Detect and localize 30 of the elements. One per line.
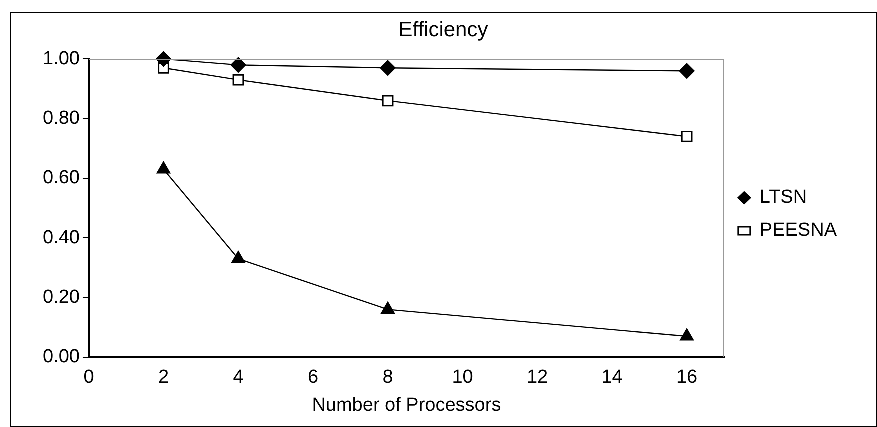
- x-tick-label: 14: [602, 367, 624, 388]
- y-tick-label: 0.80: [42, 108, 80, 130]
- chart-title: Efficiency: [398, 18, 489, 42]
- y-tick-label: 0.40: [42, 227, 80, 248]
- y-tick-label: 0.00: [42, 346, 80, 368]
- x-tick-label: 4: [233, 367, 244, 388]
- point: [230, 57, 246, 73]
- x-tick-label: 10: [452, 367, 474, 388]
- point: [381, 302, 395, 314]
- point: [679, 63, 695, 79]
- point: [232, 74, 244, 86]
- x-axis-title: Number of Processors: [312, 394, 502, 416]
- x-tick-label: 16: [676, 367, 698, 388]
- x-tick-label: 12: [526, 367, 548, 388]
- point: [156, 51, 172, 67]
- point: [382, 95, 394, 107]
- y-tick-label: 0.60: [42, 168, 80, 189]
- y-tick-label: 1.00: [42, 48, 80, 70]
- point: [680, 328, 694, 341]
- point: [156, 162, 171, 174]
- x-tick-label: 0: [84, 367, 94, 388]
- x-tick-label: 6: [308, 367, 319, 388]
- x-tick-label: 2: [158, 367, 170, 388]
- point: [380, 60, 396, 76]
- legend-label: LTSN: [760, 187, 808, 208]
- y-tick-label: 0.20: [42, 286, 80, 308]
- point: [681, 131, 693, 142]
- legend-label: PEESNA: [760, 220, 838, 242]
- x-tick-label: 8: [382, 367, 394, 388]
- point: [232, 251, 246, 264]
